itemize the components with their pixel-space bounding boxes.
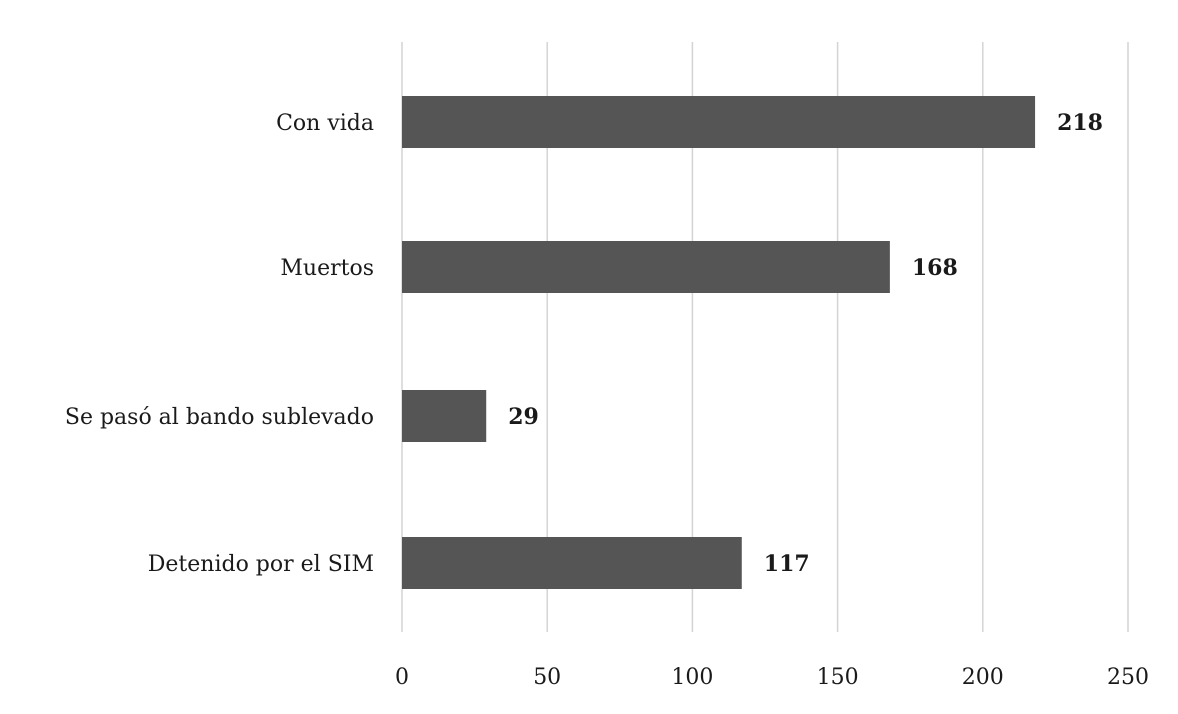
category-label-3: Detenido por el SIM bbox=[148, 552, 374, 577]
label-layer: Con vida 218 Muertos 168 Se pasó al bando su… bbox=[65, 110, 1103, 577]
x-tick-label-0: 0 bbox=[395, 665, 409, 690]
bar-0 bbox=[402, 96, 1036, 148]
data-label-1: 168 bbox=[912, 255, 958, 281]
x-tick-label-150: 150 bbox=[817, 665, 859, 690]
category-label-1: Muertos bbox=[280, 256, 374, 281]
bar-3 bbox=[402, 537, 742, 589]
x-tick-label-100: 100 bbox=[671, 665, 713, 690]
bar-2 bbox=[402, 390, 487, 442]
data-label-0: 218 bbox=[1057, 110, 1103, 136]
x-tick-label-50: 50 bbox=[533, 665, 561, 690]
bar-layer bbox=[402, 96, 1036, 589]
bar-1 bbox=[402, 241, 890, 293]
data-label-2: 29 bbox=[508, 404, 539, 430]
x-axis-ticks: 0 50 100 150 200 250 bbox=[395, 665, 1149, 690]
data-label-3: 117 bbox=[764, 551, 810, 577]
x-tick-label-250: 250 bbox=[1107, 665, 1149, 690]
x-tick-label-200: 200 bbox=[962, 665, 1004, 690]
category-label-2: Se pasó al bando sublevado bbox=[65, 405, 374, 430]
category-label-0: Con vida bbox=[276, 111, 374, 136]
